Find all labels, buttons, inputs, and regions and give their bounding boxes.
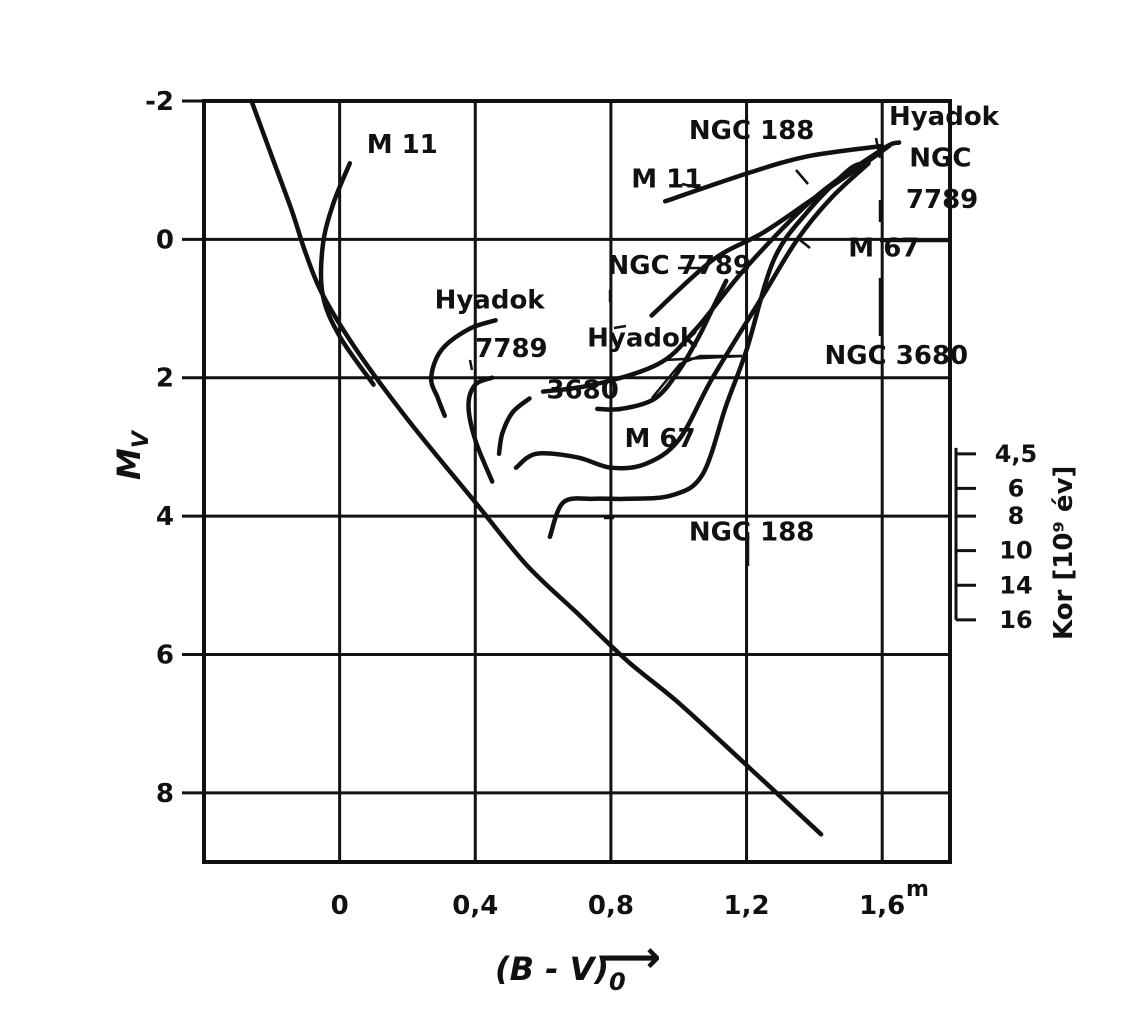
age-tick-label: 16 (999, 606, 1032, 634)
x-tick-label: 1,2 (724, 891, 770, 921)
leader-line (795, 169, 809, 185)
curve-label: NGC 3680 (825, 341, 969, 371)
leader-line (613, 324, 627, 330)
x-axis-title-main: (B - V) (495, 950, 609, 988)
y-tick-label: 4 (156, 502, 174, 532)
curve-label: 3680 (546, 375, 618, 405)
curve-label: 7789 (906, 185, 978, 215)
curve-ngc-3680 (595, 278, 729, 412)
x-tick-label: 0,8 (588, 891, 634, 921)
x-tick-label: 0,4 (452, 891, 498, 921)
leader-line (468, 359, 474, 371)
age-axis: 4,5 68 10 14 16 (954, 440, 1038, 634)
curve-label: 7789 (475, 334, 547, 364)
annotation-labels: M 11 NGC 188 Hyadok NGC M 11 7789 NGC 7789 M 67… (367, 102, 1000, 547)
curve-hyadok (428, 318, 498, 419)
age-tick-label: 14 (999, 571, 1032, 599)
y-axis-title-subscript: V (129, 429, 154, 448)
leader-line (799, 239, 811, 249)
x-axis-title-subscript: 0 (609, 968, 626, 996)
curve-label: M 11 (367, 130, 438, 160)
y-axis-title: MV (110, 429, 154, 480)
curve-m-11 (318, 161, 376, 387)
annotation-leaders (468, 137, 948, 566)
curve-m-67 (513, 161, 871, 471)
curve-m-11 (662, 143, 885, 204)
y-tick-label: 0 (156, 225, 174, 255)
age-tick-label: 10 (999, 537, 1032, 565)
curve-label: Hyadok (435, 286, 546, 316)
leader-line (664, 354, 743, 362)
curve-label: NGC 7789 (608, 251, 752, 281)
age-axis-title: Kor [10⁹ év] (1049, 466, 1079, 640)
curve-label: NGC 188 (689, 116, 815, 146)
x-tick-label: 1,6 (859, 891, 905, 921)
plot-border (202, 99, 952, 864)
axis-ticks: 0 0,4 0,8 1,2 1,6 -2 0 2 4 6 8 (145, 87, 905, 921)
curve-label: M 67 (848, 234, 919, 264)
curve-label: Hyadok (889, 102, 1000, 132)
isochrone-curves (249, 98, 902, 837)
leader-line (874, 137, 882, 159)
x-tick-label: 0 (331, 891, 349, 921)
curve-ngc-3680 (496, 396, 532, 457)
age-tick-label: 8 (1008, 502, 1025, 530)
age-tick-label: 6 (1008, 474, 1025, 502)
y-tick-label: 6 (156, 640, 174, 670)
y-tick-label: -2 (145, 87, 174, 117)
curve-label: M 67 (624, 424, 695, 454)
x-axis-title: (B - V)0 (495, 950, 626, 996)
curve-ngc-7789 (466, 375, 495, 484)
grid (182, 99, 950, 862)
y-tick-label: 2 (156, 364, 174, 394)
x-axis-arrow: ⟶ (598, 932, 661, 983)
y-tick-label: 8 (156, 779, 174, 809)
leader-line (681, 182, 701, 190)
curve-label: M 11 (631, 164, 702, 194)
curve-ngc-188 (547, 161, 868, 540)
y-axis-title-main: M (110, 448, 148, 480)
curve-label: NGC 188 (689, 517, 815, 547)
curve-label: NGC (909, 144, 971, 174)
x-axis-unit: m (906, 877, 929, 902)
plot-frame (202, 99, 952, 864)
curve-label: Hyadok (587, 324, 698, 354)
age-tick-label: 4,5 (995, 440, 1038, 468)
curve-zams (249, 98, 824, 837)
